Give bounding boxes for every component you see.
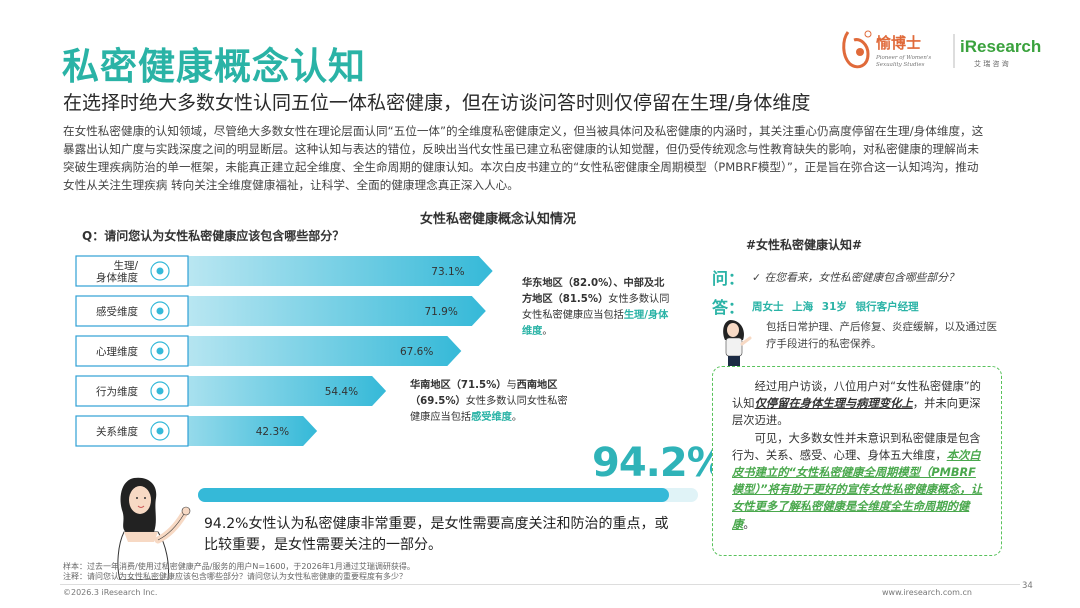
bar-row: 关系维度 42.3% bbox=[75, 415, 318, 447]
bar-value-label: 73.1% bbox=[431, 266, 464, 278]
bar-row: 感受维度 71.9% bbox=[75, 295, 486, 327]
category-label: 感受维度 bbox=[96, 305, 138, 318]
intro-paragraph: 在女性私密健康的认知领域，尽管绝大多数女性在理论层面认同“五位一体”的全维度私密… bbox=[63, 124, 984, 192]
callout-south-text: 女性多数认同女性私密健康应当包括 bbox=[410, 396, 568, 423]
interview-answer: 包括日常护理、产后修复、炎症缓解，以及通过医疗手段进行的私密保养。 bbox=[766, 321, 997, 350]
insight-p1-emphasis: 仅停留在身体生理与病理变化上 bbox=[754, 397, 913, 411]
brand-en-line1: Pioneer of Women's bbox=[875, 55, 931, 61]
brand-en-line2: Sexuality Studies bbox=[876, 62, 925, 68]
brand-logo: 愉博士 Pioneer of Women's Sexuality Studies… bbox=[842, 30, 1041, 69]
heart-hands-icon bbox=[150, 301, 170, 321]
sample-note: 样本：过去一年消费/使用过私密健康产品/服务的用户N=1600，于2026年1月… bbox=[63, 562, 415, 571]
callout-south-region2: 西南地区（69.5%） bbox=[410, 380, 558, 407]
brain-head-icon bbox=[150, 341, 170, 361]
insight-paragraph-1: 经过用户访谈，八位用户对“女性私密健康”的认知仅停留在身体生理与病理变化上，并未… bbox=[732, 378, 986, 430]
footnote: 样本：过去一年消费/使用过私密健康产品/服务的用户N=1600，于2026年1月… bbox=[63, 562, 415, 582]
callout-east-text: 女性多数认同女性私密健康应当包括 bbox=[522, 294, 670, 321]
dimension-bar-chart: 生理/身体维度 73.1% 感受维度 71.9% 心理维度 67.6% 行为维度 54.4% 关… bbox=[75, 255, 493, 447]
bar-row: 心理维度 67.6% bbox=[75, 335, 462, 367]
dr-yu-logo-icon bbox=[842, 30, 872, 69]
woman-illustration bbox=[117, 477, 191, 580]
region-callout-east: 华东地区（82.0%）、中部及北方地区（81.5%）女性多数认同女性私密健康应当… bbox=[522, 276, 672, 340]
brand-cn: 愉博士 bbox=[876, 34, 921, 52]
page-title: 私密健康概念认知 bbox=[62, 45, 366, 88]
page-number: 34 bbox=[1022, 581, 1033, 591]
callout-south-highlight: 感受维度 bbox=[471, 412, 512, 423]
insight-p1-a: 经过用户访谈，八位用户对“女性私密健康”的认知 bbox=[732, 380, 981, 411]
uterus-icon bbox=[150, 261, 170, 281]
interviewee-info: 周女士 上海 31岁 银行客户经理 bbox=[752, 301, 919, 313]
callout-south-end: 。 bbox=[511, 412, 523, 423]
question-note: 注释：请问您认为女性私密健康应该包含哪些部分？请问您认为女性私密健康的重要程度有… bbox=[63, 572, 407, 581]
category-label: 心理维度 bbox=[96, 345, 138, 358]
insight-p2-a: 可见，大多数女性并未意识到私密健康是包含行为、关系、感受、心理、身体五大维度， bbox=[732, 431, 981, 462]
bar-row: 生理/身体维度 73.1% bbox=[75, 255, 493, 287]
survey-question: Q：请问您认为女性私密健康应该包含哪些部分？ bbox=[82, 229, 345, 243]
category-label: 关系维度 bbox=[96, 425, 138, 438]
callout-south-and: 与 bbox=[506, 380, 517, 391]
page-subtitle: 在选择时绝大多数女性认同五位一体私密健康，但在访谈问答时则仅停留在生理/身体维度 bbox=[63, 92, 811, 114]
question-label: 问： bbox=[712, 269, 745, 288]
overall-importance-bar bbox=[198, 488, 669, 502]
importance-summary: 94.2%女性认为私密健康非常重要，是女性需要高度关注和防治的重点，或比较重要，… bbox=[204, 516, 669, 553]
couple-icon bbox=[150, 421, 170, 441]
callout-east-end: 。 bbox=[542, 326, 553, 337]
category-label: 行为维度 bbox=[96, 385, 138, 398]
insight-box bbox=[712, 366, 1002, 556]
chart-title: 女性私密健康概念认知情况 bbox=[420, 212, 577, 227]
bar-value-label: 54.4% bbox=[325, 386, 358, 398]
interview-tag: #女性私密健康认知# bbox=[746, 238, 863, 252]
interview-question: ✓ 在您看来，女性私密健康包含哪些部分？ bbox=[752, 271, 959, 284]
bar-label-box bbox=[75, 375, 189, 407]
bar-value-label: 67.6% bbox=[400, 346, 433, 358]
insight-p2-emphasis: 本次白皮书建立的“女性私密健康全周期模型（PMBRF模型）”将有助于更好的宣传女… bbox=[732, 448, 983, 531]
insight-p1-b: ，并未向更深层次迈进。 bbox=[732, 397, 981, 428]
answer-label: 答： bbox=[712, 298, 745, 317]
bar-row: 行为维度 54.4% bbox=[75, 375, 387, 407]
bar-value-label: 42.3% bbox=[256, 426, 289, 438]
insight-p2-end: 。 bbox=[743, 517, 755, 531]
insight-text: 经过用户访谈，八位用户对“女性私密健康”的认知仅停留在身体生理与病理变化上，并未… bbox=[732, 378, 986, 533]
category-label: 生理/ bbox=[113, 259, 138, 272]
callout-south-region1: 华南地区（71.5%） bbox=[410, 380, 507, 391]
callout-east-regions: 华东地区（82.0%）、中部及北方地区（81.5%） bbox=[522, 278, 665, 305]
website-link[interactable]: www.iresearch.com.cn bbox=[882, 588, 972, 597]
bar-value-label: 71.9% bbox=[424, 306, 457, 318]
insight-paragraph-2: 可见，大多数女性并未意识到私密健康是包含行为、关系、感受、心理、身体五大维度，本… bbox=[732, 430, 986, 533]
partner-cn: 艾 瑞 咨 询 bbox=[974, 59, 1009, 68]
copyright: ©2026.3 iResearch Inc. bbox=[63, 588, 158, 597]
person-icon bbox=[150, 381, 170, 401]
category-label: 身体维度 bbox=[96, 271, 138, 284]
callout-east-highlight: 生理/身体维度 bbox=[522, 310, 669, 337]
footer-divider bbox=[60, 584, 1020, 585]
partner-logo: iResearch bbox=[960, 37, 1041, 56]
overall-importance-value: 94.2% bbox=[592, 440, 727, 486]
region-callout-south: 华南地区（71.5%）与西南地区（69.5%）女性多数认同女性私密健康应当包括感… bbox=[410, 378, 570, 426]
